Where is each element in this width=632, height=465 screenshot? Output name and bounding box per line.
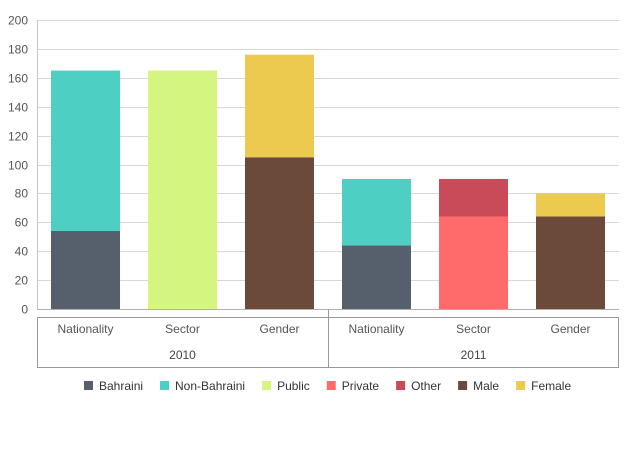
bar-segment-public[interactable] bbox=[148, 70, 217, 309]
y-tick-label: 40 bbox=[15, 245, 29, 259]
legend-swatch bbox=[326, 381, 336, 390]
legend-swatch bbox=[458, 381, 468, 390]
bar-segment-female[interactable] bbox=[245, 54, 314, 158]
legend-swatch bbox=[396, 381, 406, 390]
bar-segment-bahraini[interactable] bbox=[342, 245, 411, 309]
x-axis: Nationality Sector Gender Nationality Sector… bbox=[37, 309, 619, 368]
bar-segment-male[interactable] bbox=[536, 216, 605, 309]
legend-swatch bbox=[262, 381, 272, 390]
legend-label: Private bbox=[342, 379, 380, 393]
legend-item[interactable]: Male bbox=[458, 379, 499, 393]
legend-item[interactable]: Non-Bahraini bbox=[160, 379, 245, 393]
bar-segment-bahraini[interactable] bbox=[51, 230, 120, 309]
bar-segment-private[interactable] bbox=[439, 216, 508, 309]
y-tick-label: 120 bbox=[8, 130, 28, 144]
legend-label: Other bbox=[411, 379, 441, 393]
y-tick-label: 200 bbox=[8, 14, 28, 28]
gridlines bbox=[37, 20, 619, 310]
legend-item[interactable]: Private bbox=[326, 379, 380, 393]
x-group-label: 2010 bbox=[169, 348, 196, 362]
bar-segment-non-bahraini[interactable] bbox=[51, 70, 120, 231]
x-category-label: Gender bbox=[259, 322, 299, 336]
legend-label: Male bbox=[473, 379, 499, 393]
legend-label: Non-Bahraini bbox=[175, 379, 245, 393]
x-category-label: Nationality bbox=[57, 322, 113, 336]
legend-item[interactable]: Public bbox=[262, 379, 310, 393]
legend-label: Female bbox=[531, 379, 571, 393]
y-tick-label: 80 bbox=[15, 187, 29, 201]
legend-swatch bbox=[160, 381, 170, 390]
y-tick-label: 60 bbox=[15, 216, 29, 230]
y-tick-label: 160 bbox=[8, 72, 28, 86]
x-group-label: 2011 bbox=[461, 348, 487, 362]
y-tick-label: 100 bbox=[8, 159, 28, 173]
bar-segment-female[interactable] bbox=[536, 193, 605, 217]
legend-label: Bahraini bbox=[99, 379, 143, 393]
x-category-label: Sector bbox=[165, 322, 200, 336]
bars bbox=[51, 54, 605, 309]
legend-item[interactable]: Female bbox=[516, 379, 571, 393]
legend-item[interactable]: Bahraini bbox=[84, 379, 143, 393]
y-tick-label: 140 bbox=[8, 101, 28, 115]
bar-segment-male[interactable] bbox=[245, 157, 314, 309]
x-category-label: Sector bbox=[456, 322, 491, 336]
legend-swatch bbox=[516, 381, 526, 390]
legend[interactable]: Bahraini Non-Bahraini Public Private Other Ma… bbox=[84, 379, 571, 393]
bar-segment-other[interactable] bbox=[439, 178, 508, 217]
legend-item[interactable]: Other bbox=[396, 379, 441, 393]
legend-swatch bbox=[84, 381, 93, 390]
x-category-label: Nationality bbox=[348, 322, 404, 336]
bar-segment-non-bahraini[interactable] bbox=[342, 178, 411, 246]
legend-label: Public bbox=[277, 379, 310, 393]
x-category-label: Gender bbox=[550, 322, 590, 336]
y-tick-label: 0 bbox=[21, 303, 28, 317]
y-tick-label: 180 bbox=[8, 43, 28, 57]
y-axis: 0 20 40 60 80 100 120 140 160 180 200 bbox=[8, 14, 38, 317]
y-tick-label: 20 bbox=[15, 274, 29, 288]
